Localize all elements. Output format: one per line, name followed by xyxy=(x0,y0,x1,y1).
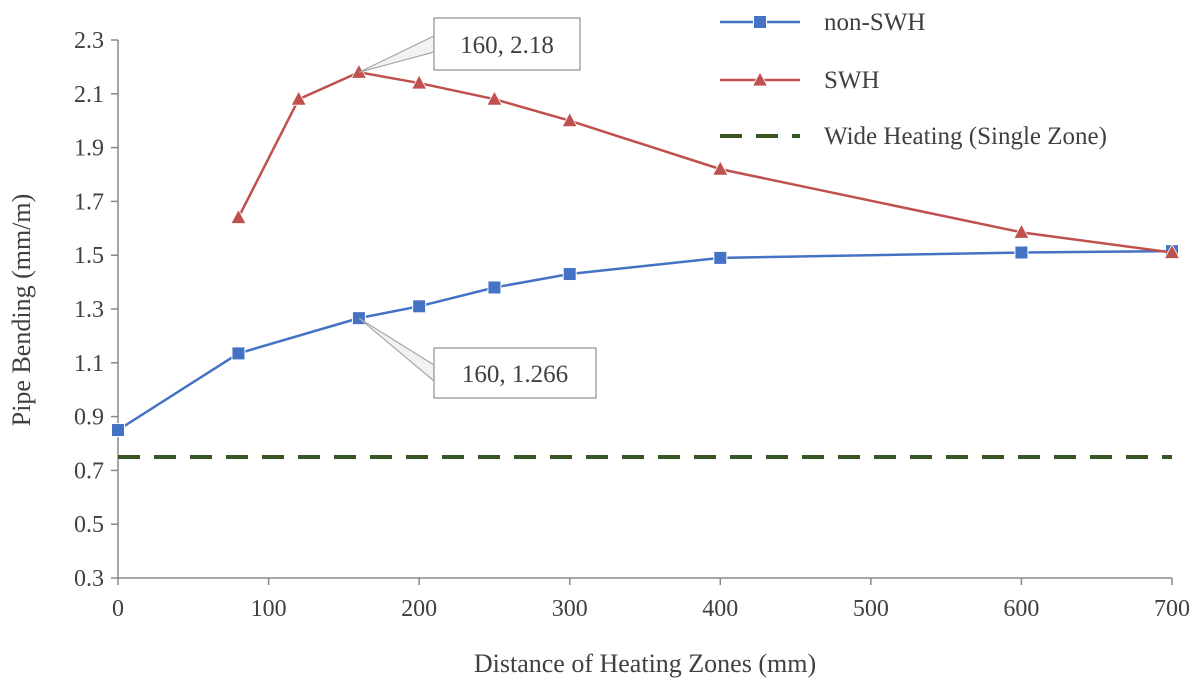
y-tick-label: 1.5 xyxy=(74,243,104,269)
y-tick-label: 0.3 xyxy=(74,566,104,592)
legend-marker xyxy=(753,15,767,29)
callout-label: 160, 2.18 xyxy=(460,32,554,59)
data-point-non-swh xyxy=(111,423,125,438)
data-point-swh xyxy=(712,160,729,176)
axes: 0.3 0.5 0.7 0.9 1.1 1.3 1.5 1.7 1.9 2.1 2.3 0 100 200… xyxy=(74,28,1190,622)
y-tick-label: 1.7 xyxy=(74,189,104,215)
series-non-swh xyxy=(111,244,1179,438)
x-tick-label: 100 xyxy=(251,596,287,622)
data-point-swh xyxy=(486,90,503,106)
x-axis-label: Distance of Heating Zones (mm) xyxy=(474,649,816,678)
data-point-non-swh xyxy=(412,299,427,314)
y-axis-label: Pipe Bending (mm/m) xyxy=(7,194,36,427)
callout-box xyxy=(433,347,597,399)
data-point-swh xyxy=(561,111,578,128)
legend-item-wide-heating-single-zone: Wide Heating (Single Zone) xyxy=(720,123,1107,150)
series-layer xyxy=(111,63,1181,459)
y-tick-label: 2.1 xyxy=(74,82,104,108)
x-tick-label: 200 xyxy=(401,596,437,622)
callout-pointer xyxy=(358,35,435,73)
callout-label: 160, 1.266 xyxy=(462,361,568,388)
y-tick-label: 0.9 xyxy=(74,405,104,431)
data-point-non-swh xyxy=(231,346,246,361)
data-point-swh xyxy=(1163,243,1181,259)
callout-box xyxy=(433,17,581,71)
data-point-non-swh xyxy=(487,280,502,295)
y-tick-label: 1.9 xyxy=(74,136,104,162)
series-line-non-swh xyxy=(117,249,1173,432)
x-tick-label: 400 xyxy=(702,596,738,622)
series-line-swh xyxy=(237,70,1173,254)
data-point-non-swh xyxy=(562,267,577,282)
data-point-non-swh xyxy=(713,250,728,265)
y-tick-label: 1.1 xyxy=(74,351,104,377)
legend-label: Wide Heating (Single Zone) xyxy=(824,123,1107,150)
data-point-non-swh xyxy=(1014,245,1029,260)
y-tick-label: 0.5 xyxy=(74,512,104,538)
x-tick-label: 0 xyxy=(112,596,124,622)
legend-label: non-SWH xyxy=(824,9,925,36)
callouts: 160, 2.18 160, 1.266 xyxy=(358,17,597,399)
data-point-swh xyxy=(290,90,307,106)
data-callout: 160, 2.18 xyxy=(358,17,581,73)
y-tick-label: 0.7 xyxy=(74,458,104,484)
data-point-swh xyxy=(1013,223,1030,239)
x-tick-label: 300 xyxy=(552,596,588,622)
legend-item-non-swh: non-SWH xyxy=(720,9,925,36)
legend-item-swh: SWH xyxy=(720,67,880,94)
x-tick-label: 600 xyxy=(1003,596,1039,622)
y-tick-label: 1.3 xyxy=(74,297,104,323)
legend-label: SWH xyxy=(824,67,880,94)
data-point-swh xyxy=(410,74,428,90)
x-tick-label: 500 xyxy=(853,596,889,622)
callout-pointer xyxy=(358,317,435,383)
legend-marker xyxy=(751,71,769,87)
y-tick-label: 2.3 xyxy=(74,28,104,54)
x-tick-label: 700 xyxy=(1154,596,1190,622)
data-point-swh xyxy=(230,208,247,224)
data-callout: 160, 1.266 xyxy=(358,317,597,399)
series-swh xyxy=(230,63,1181,259)
legend: non-SWH SWH Wide Heating (Single Zone) xyxy=(720,9,1107,150)
